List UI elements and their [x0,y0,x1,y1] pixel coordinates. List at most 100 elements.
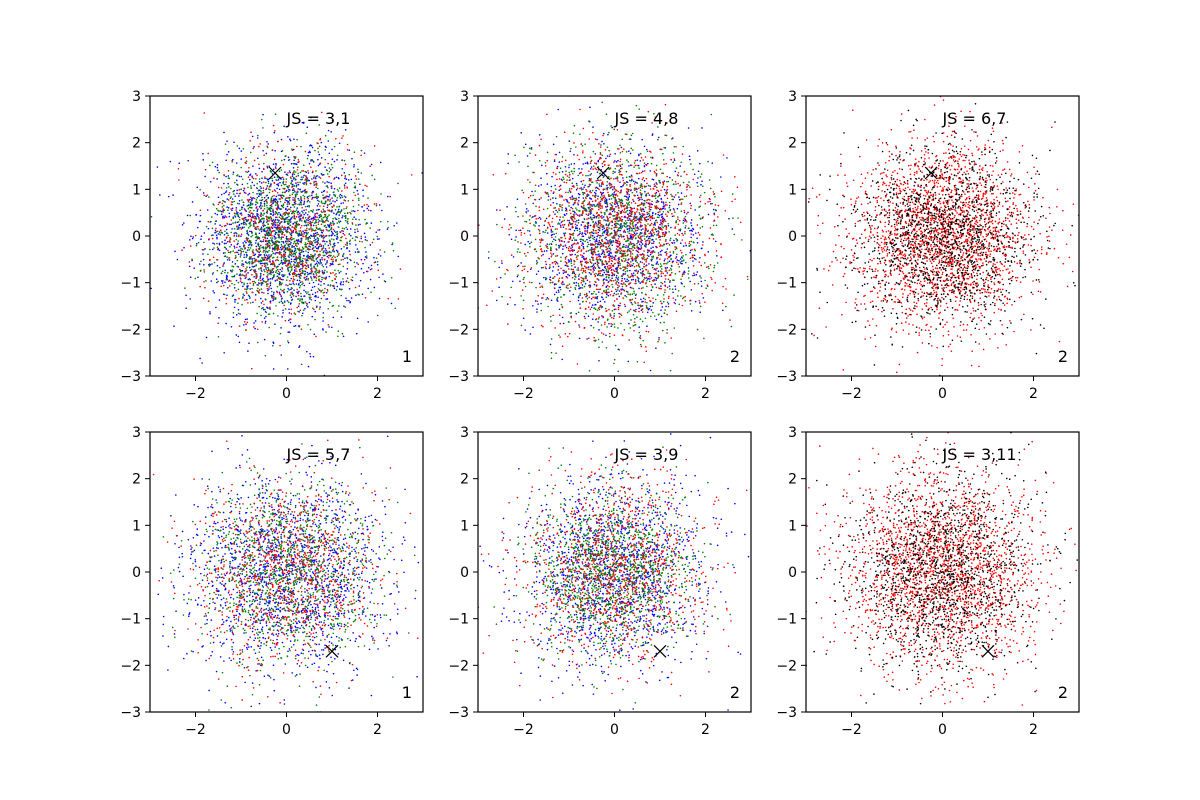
scatter-point [562,245,564,248]
scatter-point [148,255,150,257]
scatter-point [260,202,263,205]
scatter-point [553,233,555,235]
scatter-point [305,259,307,262]
scatter-point [228,186,230,188]
scatter-point [318,220,321,222]
scatter-point [641,239,643,242]
scatter-point [591,204,593,206]
scatter-point [346,299,348,302]
scatter-point [598,243,600,246]
scatter-point [392,249,395,252]
scatter-point [239,256,242,258]
scatter-point [297,197,299,200]
scatter-point [225,190,228,192]
scatter-point [601,215,603,217]
scatter-point [285,229,288,232]
scatter-point [223,192,225,195]
scatter-point [363,204,366,206]
scatter-point [378,204,381,206]
scatter-point [301,121,304,124]
scatter-point [325,200,327,202]
scatter-point [150,215,153,218]
scatter-point [260,297,262,300]
scatter-point [537,303,539,305]
scatter-point [357,230,359,233]
scatter-point [329,223,331,226]
scatter-point [360,267,363,270]
scatter-point [307,323,309,326]
scatter-point [651,203,653,206]
scatter-point [224,269,227,272]
scatter-point [265,280,268,283]
scatter-point [258,245,260,248]
scatter-point [269,246,271,248]
scatter-point [293,312,296,314]
scatter-point [696,181,698,184]
scatter-point [277,240,279,243]
scatter-point [219,229,222,232]
scatter-point [282,213,285,215]
scatter-point [230,231,232,234]
scatter-point [340,270,342,273]
scatter-point [342,280,345,283]
scatter-point [495,299,498,302]
scatter-point [308,272,311,275]
scatter-point [293,260,295,263]
scatter-point [267,143,270,145]
scatter-point [589,224,592,227]
scatter-point [303,231,306,234]
scatter-point [333,244,336,247]
scatter-point [243,226,245,229]
scatter-point [311,170,314,173]
scatter-point [330,182,332,184]
scatter-point [289,270,292,273]
scatter-point [264,354,267,357]
scatter-point [232,173,234,175]
scatter-point [322,328,324,330]
scatter-point [284,199,287,201]
scatter-point [333,212,335,214]
scatter-point [258,229,261,231]
series-1 [148,113,423,376]
scatter-point [342,265,345,268]
scatter-point [252,280,254,283]
scatter-point [294,247,296,250]
scatter-point [255,177,257,180]
scatter-point [691,230,693,232]
scatter-point [325,331,327,333]
scatter-point [200,260,202,263]
scatter-point [268,208,270,211]
scatter-point [298,199,300,201]
scatter-point [226,294,228,297]
scatter-point [333,287,336,290]
scatter-point [242,263,245,266]
scatter-point [249,209,252,212]
scatter-point [357,193,359,195]
scatter-point [253,275,255,278]
scatter-point [315,247,318,250]
scatter-point [243,245,245,248]
scatter-point [245,261,247,263]
scatter-point [222,280,224,282]
scatter-point [331,166,334,169]
scatter-point [295,283,298,285]
scatter-point [325,185,328,187]
scatter-point [314,149,316,152]
scatter-point [265,250,267,253]
scatter-point [565,275,568,278]
scatter-point [332,246,335,248]
scatter-point [662,203,665,205]
scatter-point [254,233,257,235]
scatter-point [344,128,347,131]
scatter-point [334,278,336,280]
scatter-point [331,197,333,199]
scatter-point [343,184,346,186]
scatter-point [653,240,655,243]
scatter-point [574,266,576,268]
scatter-point [315,274,318,276]
scatter-point [280,169,283,171]
scatter-point [618,169,621,171]
scatter-point [598,359,600,362]
scatter-point [311,315,314,318]
scatter-point [639,224,642,226]
